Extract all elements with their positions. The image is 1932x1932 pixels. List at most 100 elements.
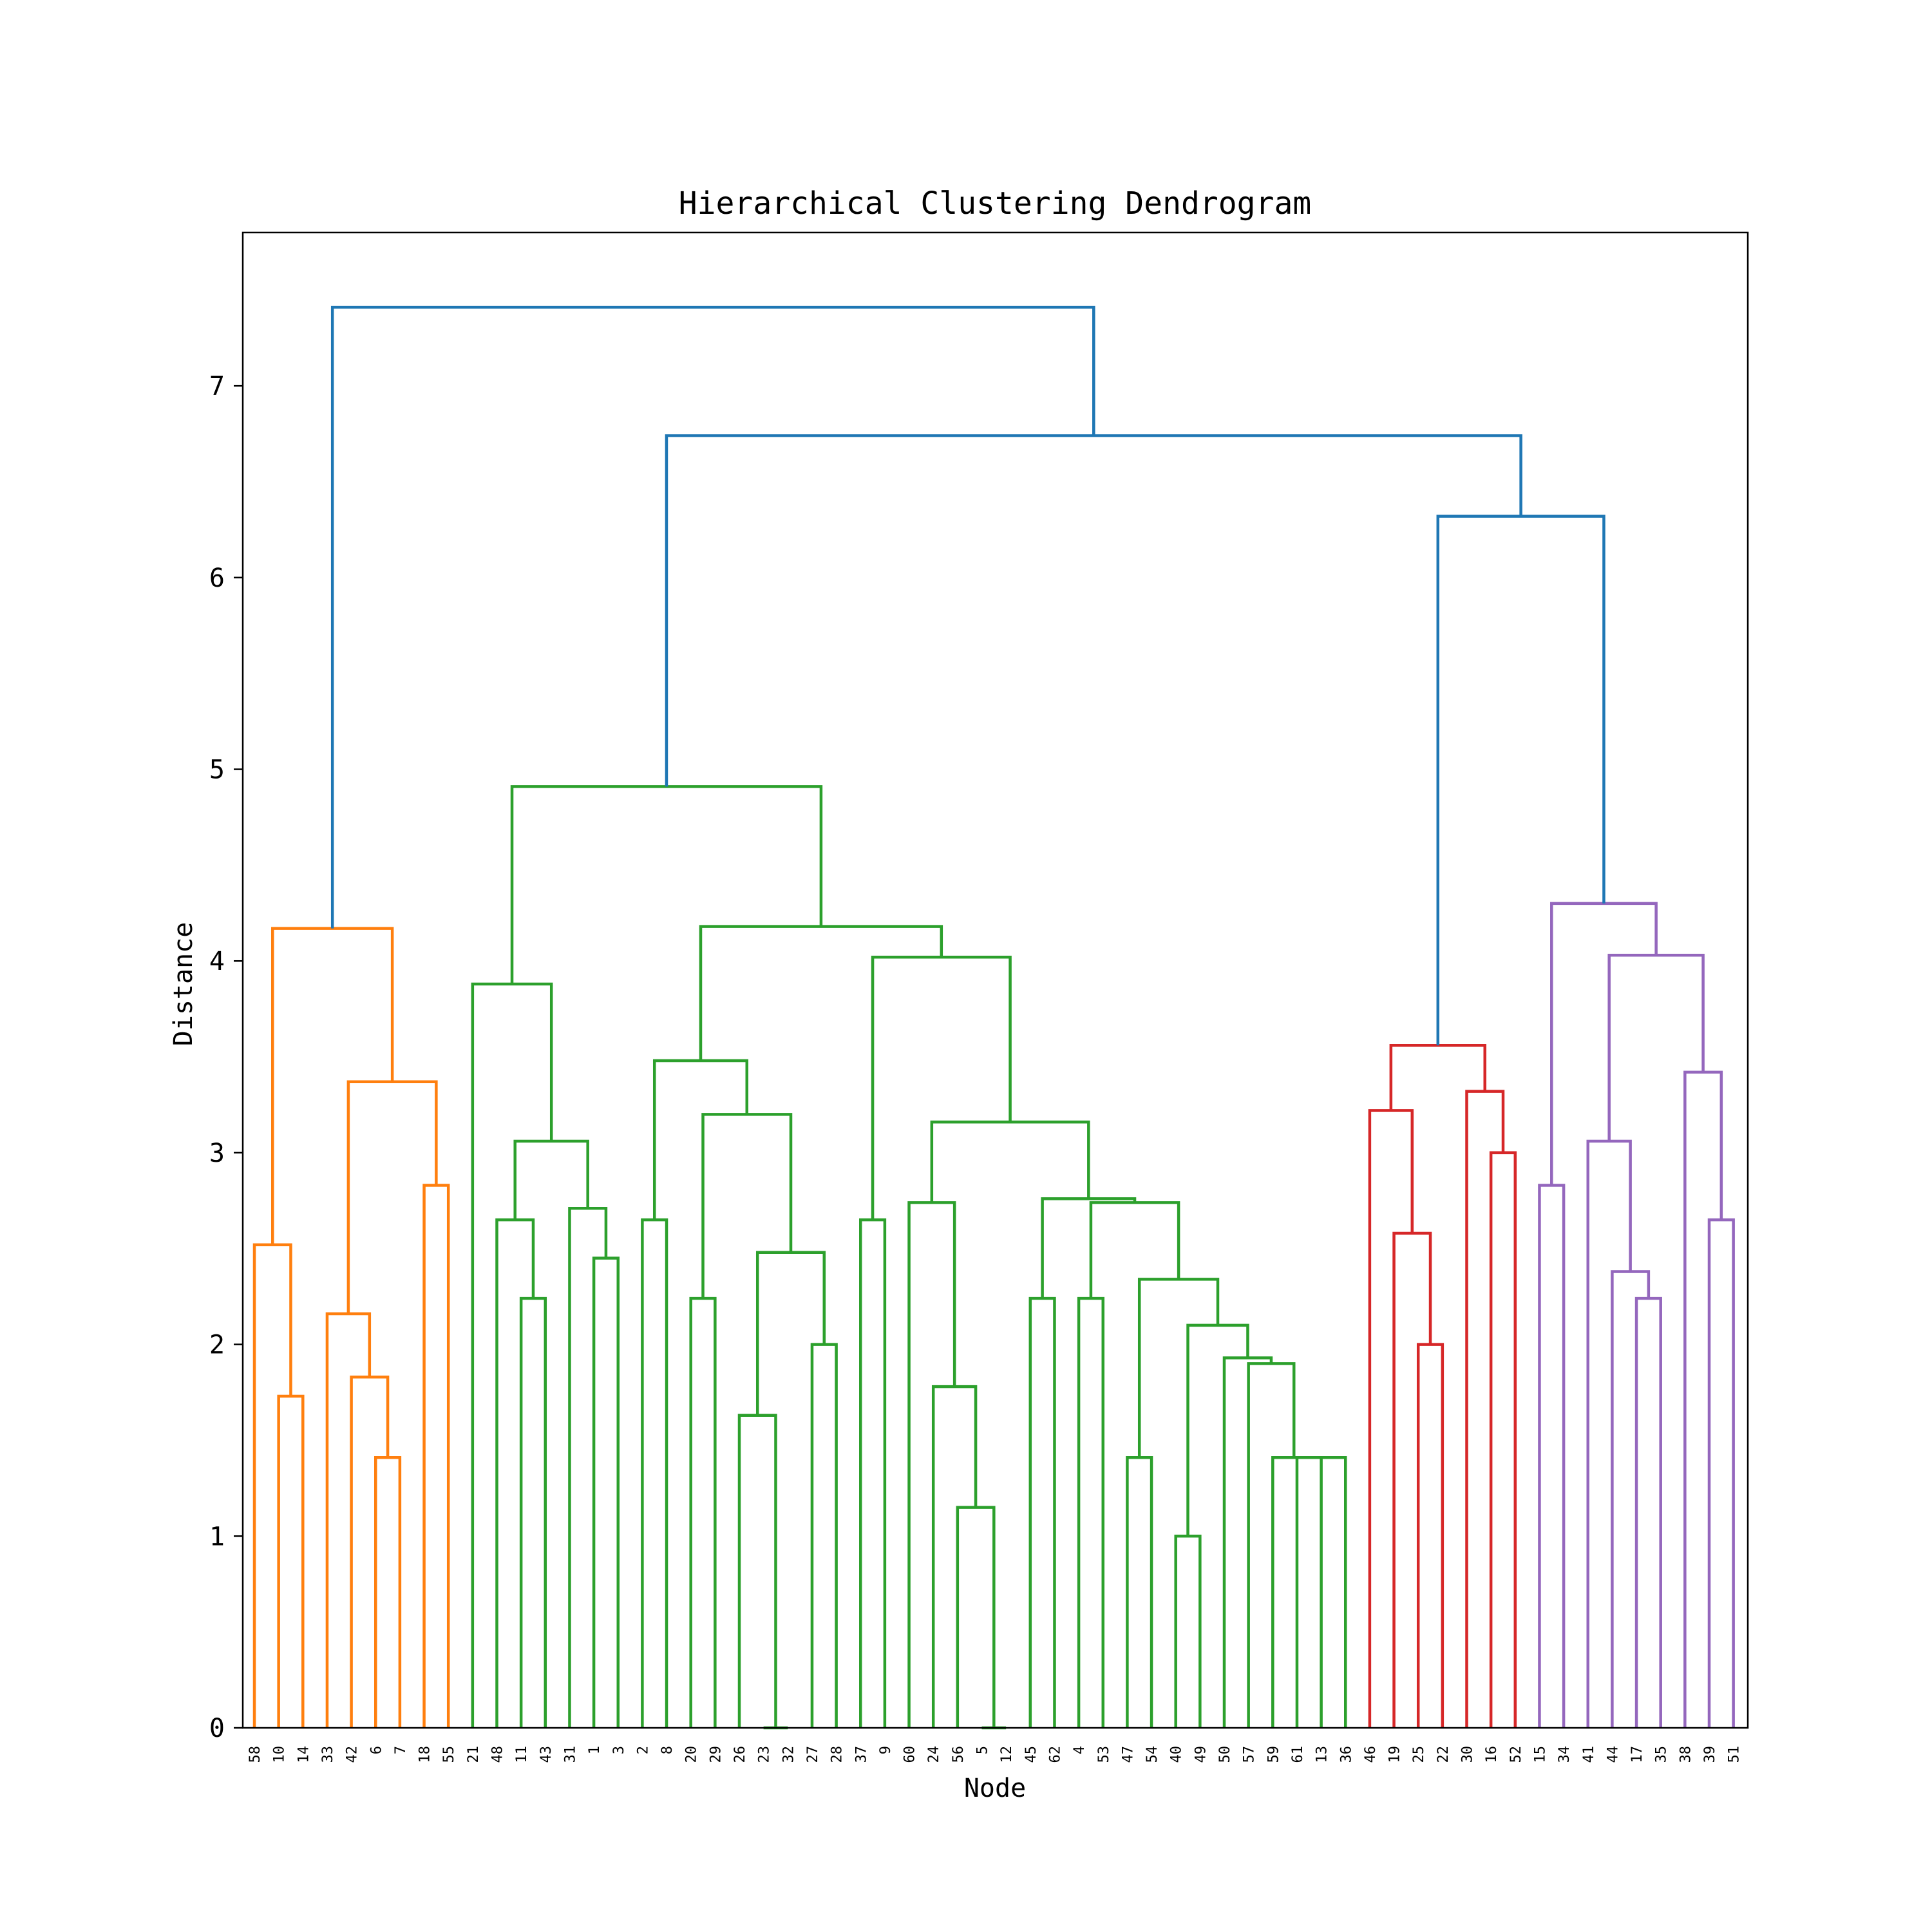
leaf-label: 13 [1314, 1746, 1331, 1763]
leaf-label: 41 [1581, 1746, 1597, 1763]
leaf-label: 9 [878, 1746, 894, 1754]
dendrogram-link [1271, 1456, 1316, 1728]
dendrogram-link [252, 1243, 292, 1728]
dendrogram-link [641, 1218, 668, 1728]
dendrogram-link [568, 1207, 608, 1728]
leaf-label: 59 [1265, 1746, 1282, 1763]
dendrogram-link [1137, 1278, 1220, 1458]
leaf-label: 56 [951, 1746, 967, 1763]
y-axis-label: Distance [169, 922, 198, 1046]
leaf-label: 42 [345, 1746, 361, 1763]
dendrogram-link [330, 305, 1095, 929]
dendrogram-link [1489, 1151, 1517, 1728]
leaf-label: 38 [1678, 1746, 1694, 1763]
dendrogram-link [755, 1251, 826, 1416]
leaf-label: 31 [562, 1746, 578, 1763]
dendrogram-link [1607, 954, 1705, 1142]
leaf-label: 40 [1169, 1746, 1185, 1763]
dendrogram-link [1683, 1070, 1723, 1728]
dendrogram-link [374, 1456, 402, 1728]
y-tick-label: 0 [209, 1714, 225, 1743]
dendrogram-links [252, 305, 1735, 1730]
y-tick-label: 7 [209, 372, 225, 401]
dendrogram-link [907, 1201, 956, 1728]
leaf-label: 23 [757, 1746, 773, 1763]
leaf-label: 51 [1727, 1746, 1743, 1763]
leaf-label: 11 [514, 1746, 530, 1763]
dendrogram-link [1077, 1296, 1104, 1728]
leaf-label: 48 [490, 1746, 506, 1763]
dendrogram-link [1538, 1184, 1566, 1728]
dendrogram-link [1416, 1343, 1444, 1728]
chart-title: Hierarchical Clustering Dendrogram [679, 185, 1312, 222]
leaf-label: 47 [1120, 1746, 1136, 1763]
leaf-label: 58 [247, 1746, 263, 1763]
dendrogram-link [665, 434, 1522, 787]
leaf-label: 25 [1411, 1746, 1427, 1763]
dendrogram-link [871, 956, 1012, 1220]
leaf-label: 28 [829, 1746, 846, 1763]
dendrogram-link [1186, 1323, 1249, 1537]
dendrogram-link [1586, 1139, 1632, 1728]
leaf-label: 34 [1557, 1746, 1573, 1763]
dendrogram-link [1707, 1218, 1735, 1728]
y-tick-label: 2 [209, 1331, 225, 1360]
dendrogram-link [277, 1394, 305, 1728]
leaf-label: 6 [368, 1746, 384, 1754]
leaf-label: 32 [781, 1746, 797, 1763]
leaf-label: 57 [1242, 1746, 1258, 1763]
dendrogram-link [510, 785, 823, 984]
leaf-label: 3 [611, 1746, 627, 1754]
leaf-label: 26 [732, 1746, 748, 1763]
dendrogram-link [1247, 1362, 1296, 1728]
dendrogram-link [1392, 1231, 1432, 1728]
leaf-label: 62 [1047, 1746, 1063, 1763]
leaf-label: 44 [1605, 1746, 1621, 1763]
dendrogram-link [471, 982, 553, 1728]
leaf-label: 54 [1144, 1746, 1160, 1763]
dendrogram-link [1028, 1296, 1056, 1728]
leaf-label: 12 [999, 1746, 1015, 1763]
leaf-label: 15 [1532, 1746, 1548, 1763]
dendrogram-link [1436, 515, 1605, 1046]
leaf-label: 61 [1290, 1746, 1306, 1763]
dendrogram-link [1041, 1197, 1137, 1299]
leaf-label: 50 [1217, 1746, 1233, 1763]
leaf-label: 1 [587, 1746, 603, 1754]
y-tick-label: 5 [209, 755, 225, 785]
dendrogram-link [1368, 1109, 1414, 1728]
leaf-label: 43 [538, 1746, 554, 1763]
dendrogram-link [1126, 1456, 1153, 1728]
leaf-label: 52 [1508, 1746, 1524, 1763]
leaf-label: 17 [1629, 1746, 1645, 1763]
dendrogram-link [1465, 1090, 1505, 1728]
leaf-label: 4 [1072, 1746, 1088, 1754]
leaf-label: 30 [1460, 1746, 1476, 1763]
dendrogram-link [346, 1080, 438, 1314]
leaf-label: 19 [1387, 1746, 1403, 1763]
dendrogram-link [930, 1121, 1090, 1203]
leaf-label: 36 [1338, 1746, 1354, 1763]
y-tick-label: 4 [209, 947, 225, 976]
leaf-label: 8 [659, 1746, 676, 1754]
leaf-label: 39 [1702, 1746, 1718, 1763]
y-tick-label: 1 [209, 1522, 225, 1551]
y-tick-label: 6 [209, 564, 225, 593]
leaf-label: 7 [393, 1746, 409, 1754]
plot-frame [242, 231, 1749, 1729]
x-axis: 58 10 14 33 42 6 7 18 55 21 48 11 43 31 1 3 2 8 20 29 26 23 32… [247, 1746, 1743, 1763]
dendrogram-link [1174, 1535, 1202, 1728]
dendrogram-link [737, 1414, 777, 1728]
dendrogram-link [519, 1296, 547, 1728]
leaf-label: 21 [466, 1746, 482, 1763]
dendrogram-link [652, 1059, 749, 1220]
leaf-label: 53 [1096, 1746, 1112, 1763]
leaf-label: 5 [975, 1746, 991, 1754]
leaf-label: 60 [902, 1746, 918, 1763]
dendrogram-link [956, 1506, 996, 1728]
leaf-label: 10 [272, 1746, 288, 1763]
dendrogram-link [931, 1385, 978, 1728]
dendrogram-link [701, 1113, 793, 1299]
leaf-label: 49 [1193, 1746, 1209, 1763]
